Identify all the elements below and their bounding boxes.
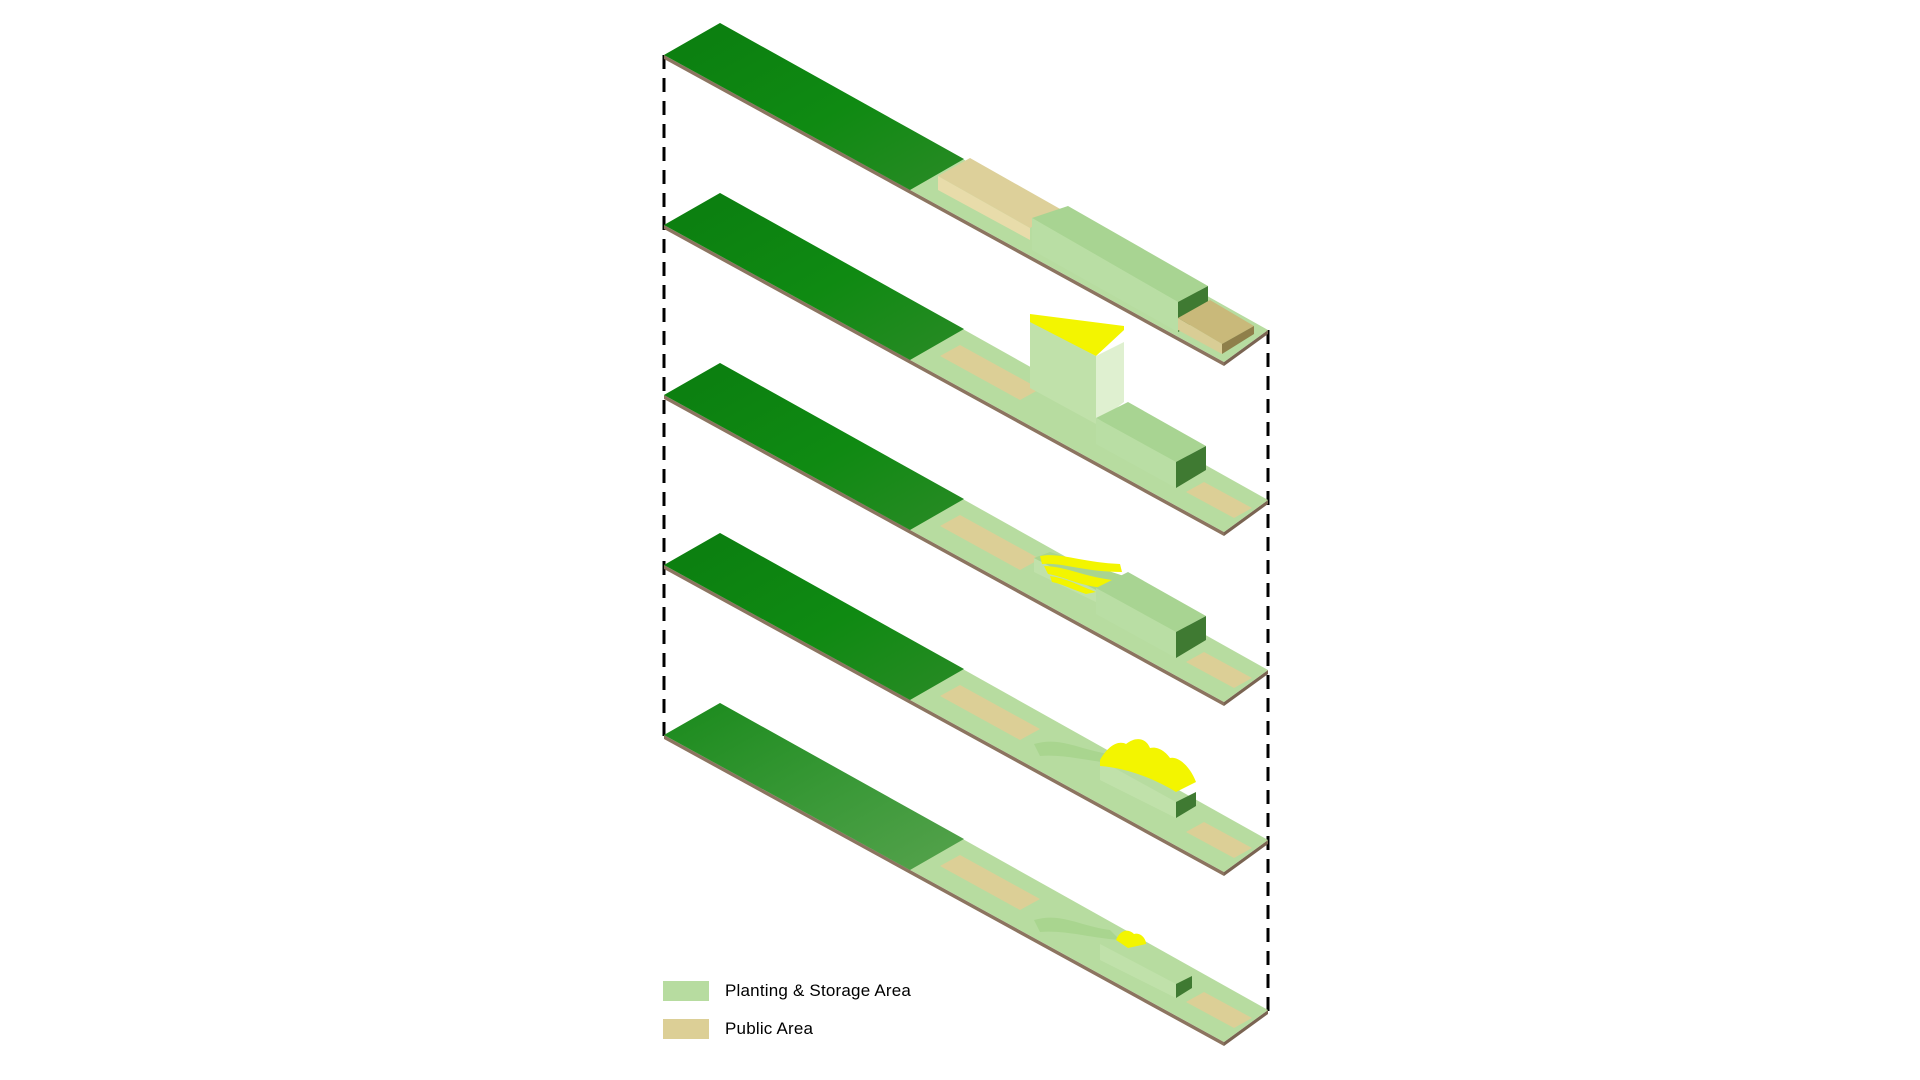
low-terraces <box>1034 741 1120 764</box>
yellow-wavy-roof <box>1100 739 1196 792</box>
second-box-side <box>1176 616 1206 658</box>
legend-label-public: Public Area <box>725 1019 814 1038</box>
legend-swatch-public <box>663 1019 709 1039</box>
public-area-end <box>1186 822 1252 858</box>
slab-edge <box>664 395 1224 706</box>
slab-edge <box>664 735 1224 1046</box>
legend-item-public: Public Area <box>663 1016 911 1042</box>
slab-end-edge <box>1224 500 1268 536</box>
legend: Planting & Storage Area Public Area <box>663 978 911 1054</box>
legend-swatch-planting <box>663 981 709 1001</box>
slab-end-edge <box>1224 840 1268 876</box>
slab-end-edge <box>1224 670 1268 706</box>
public-area-inset <box>940 685 1040 740</box>
public-area-inset <box>940 515 1040 570</box>
public-area-end <box>1186 652 1252 688</box>
planting-strip <box>664 533 964 700</box>
storage-box-front <box>1030 320 1096 424</box>
storage-box-front <box>1032 218 1178 332</box>
second-box-top <box>1096 402 1206 462</box>
public-box-top <box>938 158 1062 228</box>
public-box-front <box>938 176 1030 240</box>
end-box-top <box>1178 300 1254 344</box>
second-box-top <box>1096 572 1206 632</box>
public-area-inset <box>940 855 1040 910</box>
layer-5 <box>664 703 1268 1046</box>
planting-strip <box>664 703 964 870</box>
planting-strip <box>664 193 964 360</box>
public-area-end <box>1186 482 1252 518</box>
planting-strip <box>664 363 964 530</box>
public-area-end <box>1186 992 1252 1028</box>
storage-box-top <box>1032 206 1208 302</box>
end-box-side <box>1222 326 1254 354</box>
wavy-volume-side <box>1176 792 1196 818</box>
terraced-volume-front <box>1100 944 1176 998</box>
layer-4 <box>664 533 1268 876</box>
alignment-guides <box>662 55 1270 1020</box>
yellow-small-roof <box>1116 930 1146 948</box>
legend-label-planting: Planting & Storage Area <box>725 981 912 1000</box>
planting-strip <box>664 23 964 190</box>
layer-1 <box>664 23 1268 366</box>
wavy-volume-front <box>1100 760 1176 818</box>
yellow-roof <box>1030 314 1124 356</box>
slab-edge <box>664 565 1224 876</box>
slab-edge <box>664 225 1224 536</box>
layer-2 <box>664 193 1268 536</box>
storage-box-side <box>1096 342 1124 424</box>
second-box-front <box>1096 418 1176 488</box>
layer-3 <box>664 363 1268 706</box>
legend-item-planting: Planting & Storage Area <box>663 978 911 1004</box>
end-box-front <box>1178 318 1222 354</box>
second-box-side <box>1176 446 1206 488</box>
terraced-volume-side <box>1176 976 1192 998</box>
public-area-inset <box>940 345 1040 400</box>
second-box-front <box>1096 588 1176 658</box>
yellow-stripes <box>1040 555 1122 594</box>
slab-edge <box>664 55 1224 366</box>
slab-end-edge <box>1224 330 1268 366</box>
low-terraces <box>1034 917 1120 940</box>
slab-end-edge <box>1224 1010 1268 1046</box>
